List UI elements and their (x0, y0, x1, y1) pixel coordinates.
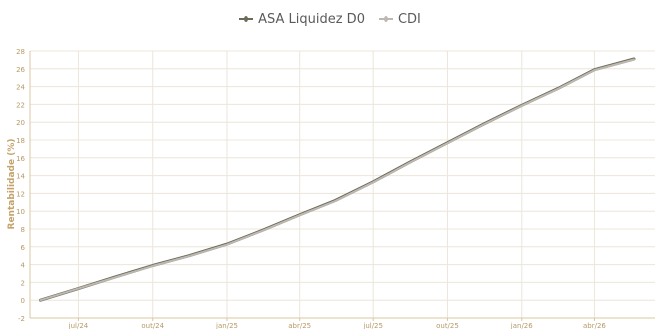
chart-legend: ASA Liquidez D0 CDI (0, 8, 660, 30)
x-tick-label: jan/26 (510, 322, 533, 329)
y-tick-label: 2 (21, 279, 25, 287)
x-tick-label: abr/25 (288, 322, 311, 329)
y-tick-label: 4 (21, 262, 26, 270)
y-tick-label: -2 (18, 315, 25, 323)
grid-layer (30, 50, 655, 319)
y-tick-label: 10 (16, 208, 25, 216)
x-tick-label: jul/24 (68, 322, 89, 329)
legend-swatch-cdi (378, 16, 393, 22)
x-tick-label: out/25 (436, 322, 459, 329)
legend-item-cdi[interactable]: CDI (378, 11, 421, 27)
y-tick-label: 26 (16, 66, 25, 74)
x-tick-label: jul/25 (362, 322, 383, 329)
x-tick-label: jan/25 (215, 322, 238, 329)
y-tick-label: 24 (16, 84, 25, 92)
y-tick-label: 28 (16, 48, 25, 56)
legend-item-asa[interactable]: ASA Liquidez D0 (239, 12, 365, 27)
y-tick-label: 8 (21, 226, 25, 234)
x-tick-label: out/24 (141, 322, 164, 329)
x-tick-label: abr/26 (583, 322, 606, 329)
y-tick-label: 16 (16, 155, 25, 163)
series-line-cdi (39, 58, 635, 302)
legend-swatch-asa (239, 16, 254, 22)
legend-label-asa: ASA Liquidez D0 (258, 11, 365, 27)
y-tick-label: 22 (16, 101, 25, 109)
y-axis-label: Rentabilidade (%) (7, 139, 17, 230)
y-tick-label: 20 (16, 119, 25, 127)
legend-label-cdi: CDI (397, 11, 421, 27)
y-tick-label: 14 (16, 173, 25, 181)
y-tick-label: 6 (21, 244, 26, 252)
y-tick-label: 18 (16, 137, 25, 145)
y-tick-label: 0 (21, 297, 25, 305)
y-tick-label: 12 (16, 190, 25, 198)
series-layer (39, 57, 636, 302)
